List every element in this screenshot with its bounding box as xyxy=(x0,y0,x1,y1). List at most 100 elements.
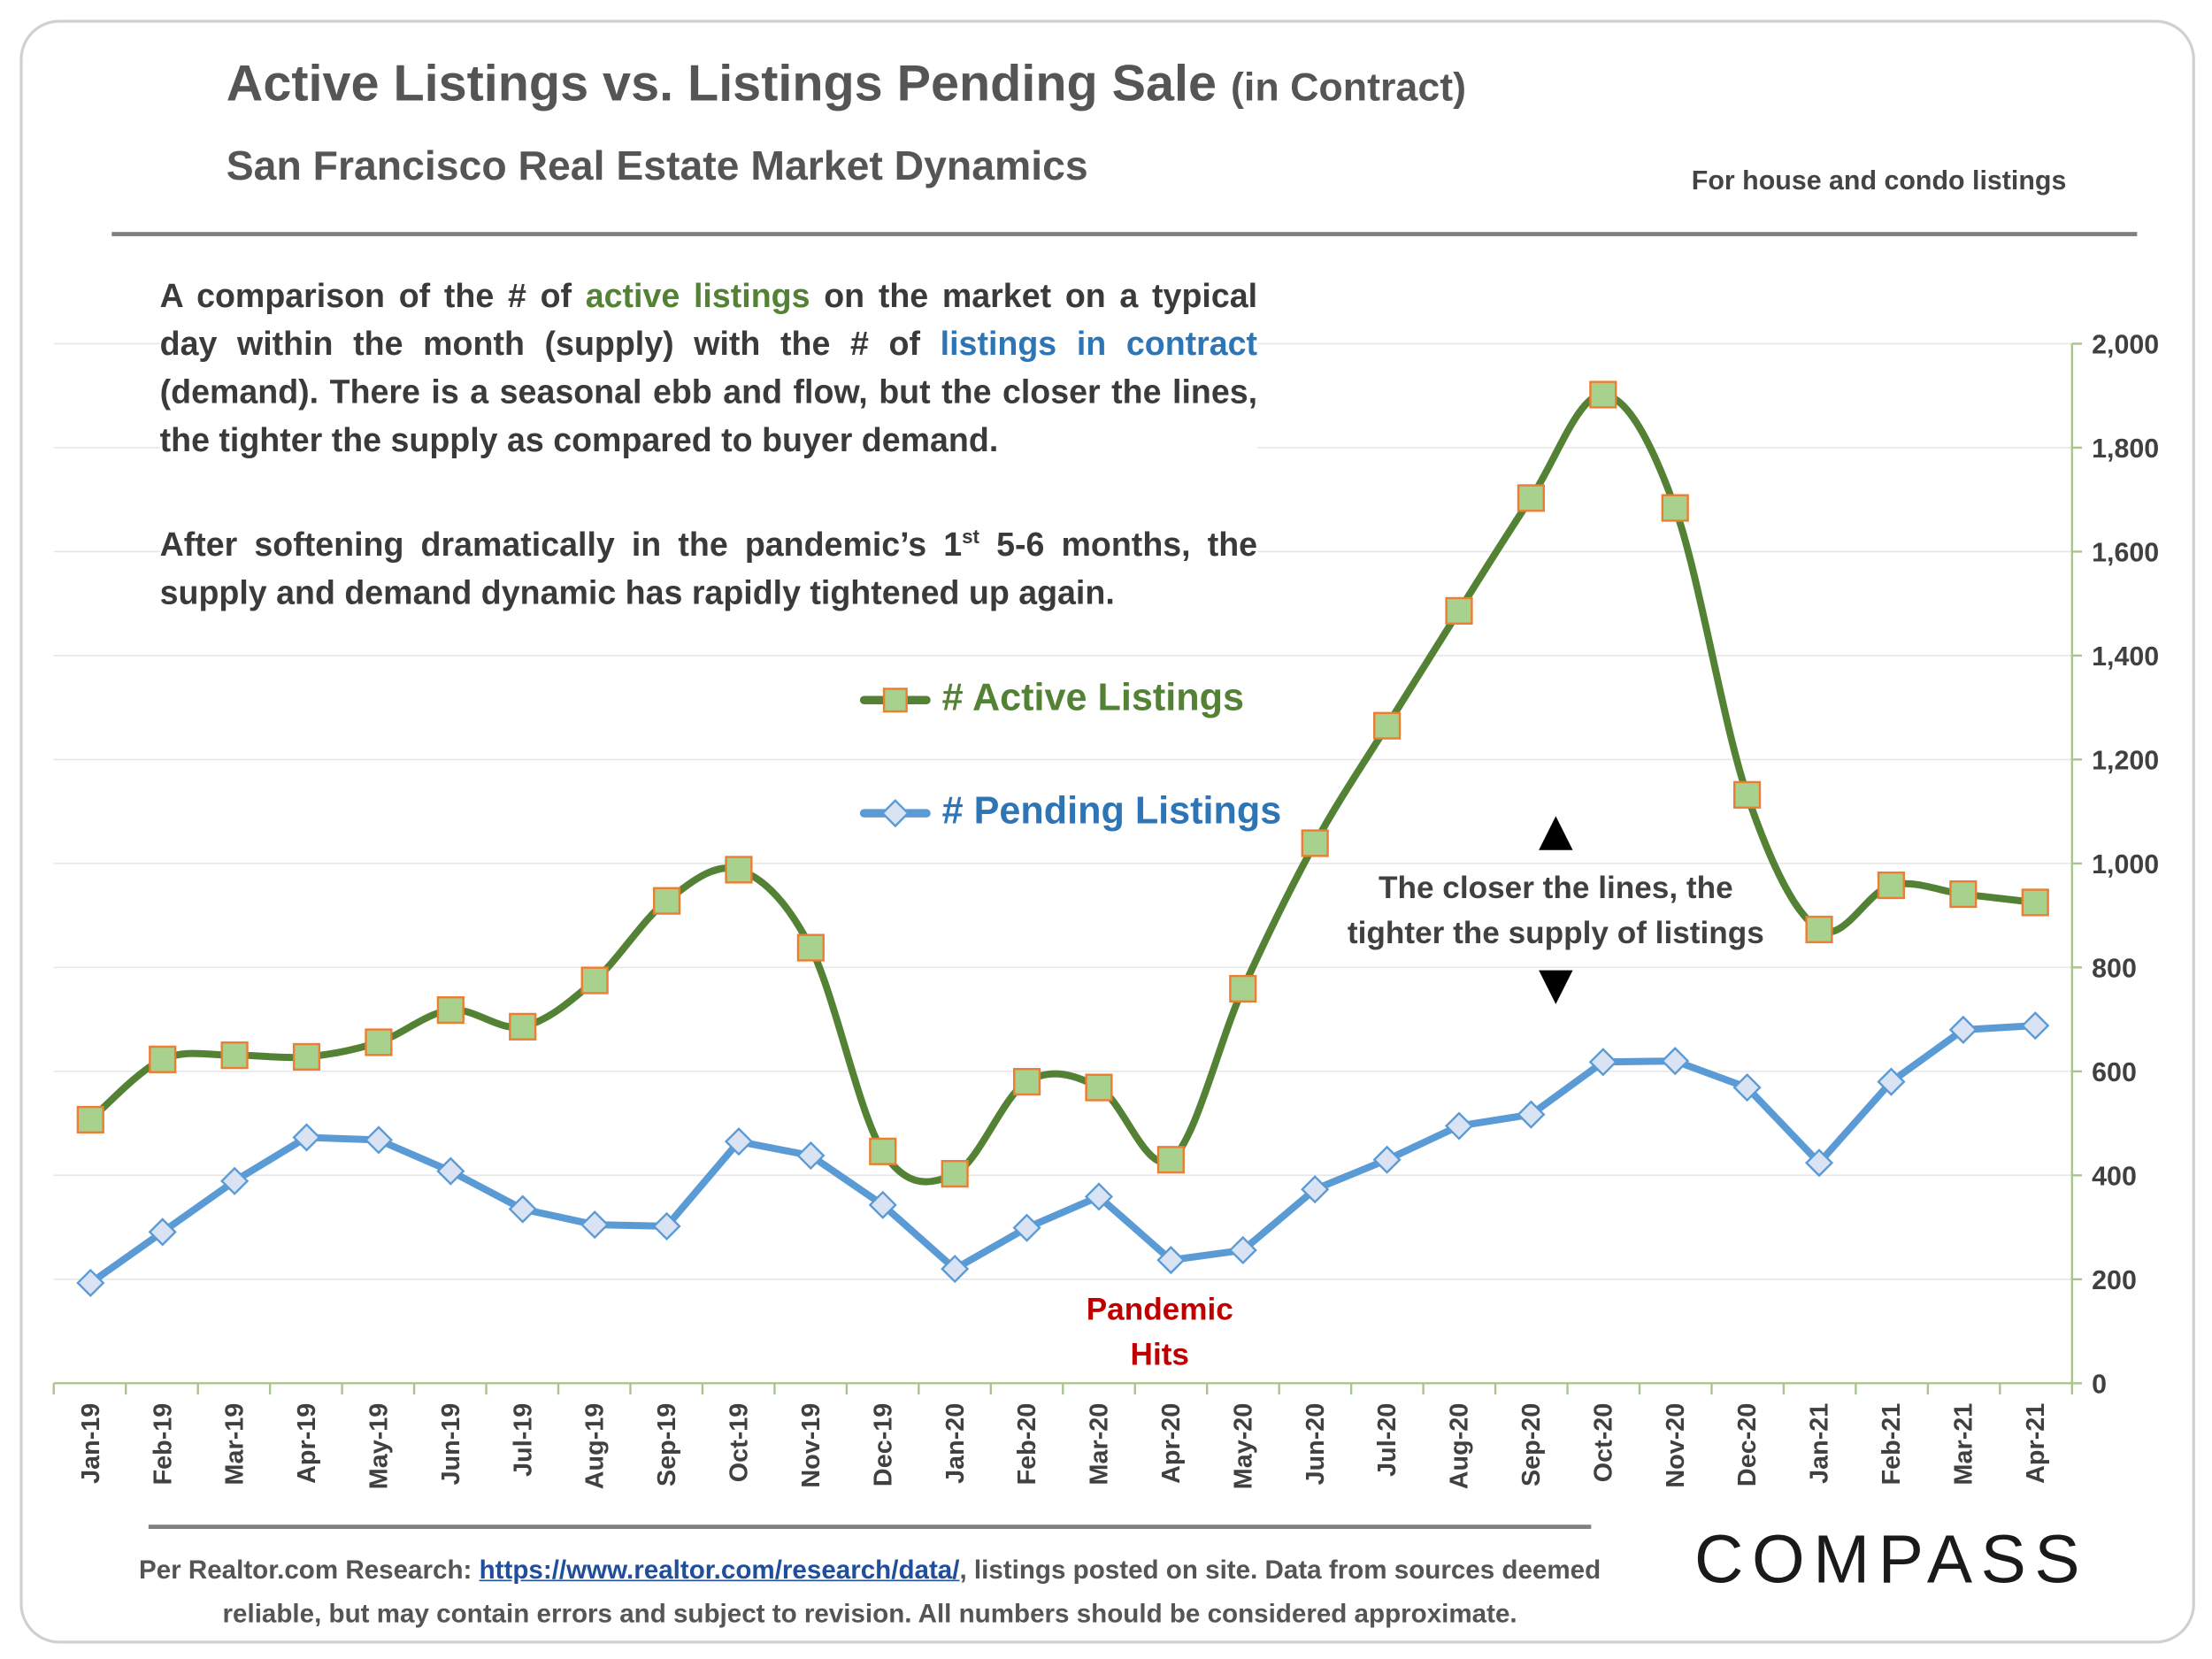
x-tick-label: Jul-19 xyxy=(509,1403,537,1477)
pending-point xyxy=(580,1210,610,1240)
pandemic-annotation: Pandemic Hits xyxy=(1086,1291,1233,1372)
x-tick-label: Sep-20 xyxy=(1517,1403,1546,1486)
pending-point xyxy=(1228,1235,1257,1265)
pending-point xyxy=(148,1217,177,1247)
pending-point xyxy=(724,1127,754,1156)
x-tick-label: Jun-19 xyxy=(437,1403,465,1486)
x-tick-label: Feb-19 xyxy=(149,1403,177,1486)
pending-point xyxy=(796,1141,826,1171)
chart-title: Active Listings vs. Listings Pending Sal… xyxy=(227,54,1466,113)
active-point xyxy=(1517,484,1545,512)
active-point xyxy=(76,1105,104,1134)
active-point xyxy=(1877,871,1906,900)
x-tick-label: Aug-20 xyxy=(1446,1403,1474,1489)
y-tick-label: 2,000 xyxy=(2092,331,2159,360)
x-tick-label: May-20 xyxy=(1229,1403,1257,1490)
active-point xyxy=(1661,494,1689,522)
x-tick-label: Mar-21 xyxy=(1949,1403,1978,1486)
x-tick-label: Jan-19 xyxy=(77,1403,105,1484)
x-tick-label: Mar-20 xyxy=(1086,1403,1114,1486)
active-point xyxy=(941,1160,969,1188)
footer-source: Per Realtor.com Research: https://www.re… xyxy=(138,1554,1601,1628)
pending-point xyxy=(1948,1015,1978,1044)
active-point xyxy=(1949,879,1978,909)
active-point xyxy=(220,1041,249,1070)
active-point xyxy=(869,1137,897,1165)
chart-subtitle: San Francisco Real Estate Market Dynamic… xyxy=(226,144,1088,190)
pending-point xyxy=(1156,1246,1186,1275)
active-point xyxy=(796,933,825,962)
x-tick-label: Oct-19 xyxy=(726,1403,754,1483)
x-tick-label: Feb-20 xyxy=(1013,1403,1041,1486)
active-point xyxy=(725,856,753,884)
header-divider xyxy=(111,232,2138,236)
scope-note: For house and condo listings xyxy=(1691,166,2067,197)
pending-point xyxy=(1372,1145,1402,1174)
x-tick-label: Jan-21 xyxy=(1806,1403,1834,1484)
pending-point xyxy=(1732,1072,1762,1102)
active-point xyxy=(149,1045,177,1073)
y-tick-label: 200 xyxy=(2092,1266,2137,1295)
active-point xyxy=(652,887,681,915)
x-tick-label: Dec-20 xyxy=(1733,1403,1762,1486)
pending-point xyxy=(1661,1047,1690,1076)
x-tick-label: Nov-20 xyxy=(1662,1403,1690,1488)
pending-point xyxy=(1012,1213,1041,1242)
y-tick-label: 800 xyxy=(2092,955,2137,984)
y-tick-label: 1,200 xyxy=(2092,747,2159,776)
active-point xyxy=(1085,1073,1113,1102)
active-point xyxy=(1301,829,1329,857)
x-tick-label: Apr-20 xyxy=(1157,1403,1186,1484)
compass-logo: COMPASS xyxy=(1694,1523,2089,1599)
y-tick-label: 600 xyxy=(2092,1058,2137,1087)
pending-point xyxy=(1588,1048,1617,1077)
active-point xyxy=(436,995,465,1025)
active-point xyxy=(365,1028,393,1056)
pending-point xyxy=(1877,1067,1906,1096)
active-point xyxy=(1805,915,1833,944)
x-tick-label: Jan-20 xyxy=(941,1403,970,1484)
y-tick-label: 0 xyxy=(2092,1371,2107,1400)
pending-point xyxy=(76,1268,105,1298)
x-tick-label: Apr-19 xyxy=(293,1403,321,1484)
x-tick-label: Apr-21 xyxy=(2022,1403,2050,1484)
pending-point xyxy=(436,1156,465,1186)
pending-point xyxy=(220,1166,250,1195)
active-point xyxy=(1156,1146,1185,1174)
annotation: The closer the lines, the tighter the sup… xyxy=(1347,870,1764,951)
active-point xyxy=(1373,711,1402,740)
pending-point xyxy=(868,1190,897,1219)
x-tick-label: Jun-20 xyxy=(1302,1403,1330,1486)
active-point xyxy=(1445,596,1473,625)
title-suffix: (in Contract) xyxy=(1230,65,1467,110)
pending-point xyxy=(941,1255,970,1284)
description-paragraph-1: A comparison of the # of active listings… xyxy=(159,271,1258,465)
y-tick-label: 1,400 xyxy=(2092,642,2159,672)
x-tick-label: Mar-19 xyxy=(221,1403,250,1486)
frame xyxy=(19,19,2195,1644)
title-text: Active Listings vs. Listings Pending Sal… xyxy=(226,53,1217,112)
legend-square-marker-icon xyxy=(859,687,931,713)
x-tick-label: Aug-19 xyxy=(581,1403,610,1489)
pending-point xyxy=(2021,1011,2050,1041)
pending-point xyxy=(1301,1175,1330,1204)
pending-point xyxy=(508,1194,537,1224)
x-tick-label: Oct-20 xyxy=(1589,1403,1617,1483)
x-tick-label: Feb-21 xyxy=(1878,1403,1906,1486)
pending-line xyxy=(88,1022,2036,1286)
pending-point xyxy=(292,1123,321,1152)
legend-active: # Active Listings xyxy=(859,676,1244,720)
source-link[interactable]: https://www.realtor.com/research/data/ xyxy=(479,1554,960,1585)
y-tick-label: 1,600 xyxy=(2092,539,2159,568)
active-point xyxy=(1733,780,1762,809)
legend-diamond-marker-icon xyxy=(859,798,931,827)
footer-divider xyxy=(148,1525,1592,1529)
x-tick-label: Sep-19 xyxy=(653,1403,681,1486)
x-tick-label: May-19 xyxy=(365,1403,394,1490)
active-point xyxy=(2021,888,2049,917)
active-point xyxy=(1012,1068,1041,1096)
active-point xyxy=(292,1042,321,1071)
pending-point xyxy=(652,1211,681,1241)
